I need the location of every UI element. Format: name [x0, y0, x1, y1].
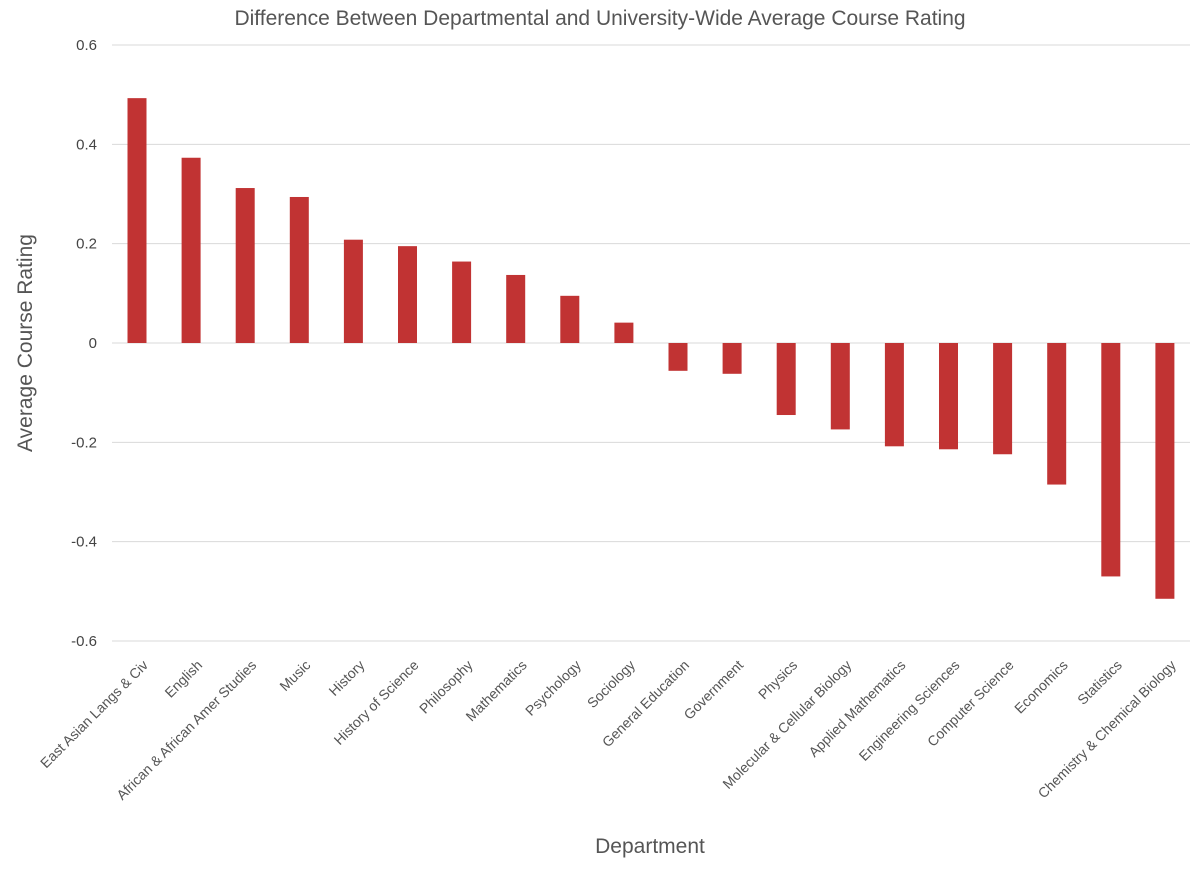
x-tick-label: History — [325, 657, 367, 699]
x-tick-label: Statistics — [1074, 657, 1125, 708]
bar — [830, 343, 850, 430]
bar — [343, 239, 363, 343]
bar — [1047, 343, 1067, 485]
chart-title: Difference Between Departmental and Univ… — [234, 7, 965, 30]
bar — [452, 261, 472, 343]
bar — [1155, 343, 1175, 599]
bar — [398, 246, 417, 343]
bar — [776, 343, 796, 416]
y-tick-label: -0.6 — [71, 633, 97, 650]
x-axis-label: Department — [595, 835, 705, 858]
gridlines — [112, 44, 1190, 642]
bar — [668, 343, 688, 371]
bar — [235, 188, 255, 343]
bar — [614, 322, 634, 343]
bar — [506, 274, 526, 343]
y-tick-label: 0.4 — [76, 136, 97, 153]
x-tick-label: Physics — [755, 657, 800, 702]
y-tick-label: 0.6 — [76, 37, 97, 54]
x-tick-label: Economics — [1011, 657, 1071, 717]
y-tick-label: -0.4 — [71, 534, 97, 551]
x-tick-label: Engineering Sciences — [856, 657, 963, 764]
bar — [181, 157, 201, 343]
x-tick-label: Psychology — [522, 657, 584, 719]
bar — [722, 343, 742, 374]
x-tick-label: Music — [276, 657, 313, 694]
bar — [560, 295, 580, 343]
bar — [884, 343, 904, 447]
bar — [127, 98, 147, 343]
x-tick-label: East Asian Langs & Civ — [37, 657, 151, 771]
x-tick-label: Sociology — [584, 657, 638, 711]
bar — [939, 343, 958, 450]
x-tick-label: Applied Mathematics — [805, 657, 908, 760]
bar — [289, 196, 309, 343]
x-tick-label: English — [161, 657, 205, 701]
bars — [127, 98, 1175, 599]
y-tick-label: -0.2 — [71, 434, 97, 451]
y-tick-label: 0.2 — [76, 236, 97, 253]
y-axis-ticks: 0.6 0.4 0.2 0 -0.2 -0.4 -0.6 — [71, 37, 97, 650]
bar — [993, 343, 1013, 455]
y-axis-label: Average Course Rating — [14, 234, 37, 452]
bar — [1101, 343, 1121, 577]
y-tick-label: 0 — [89, 335, 97, 352]
